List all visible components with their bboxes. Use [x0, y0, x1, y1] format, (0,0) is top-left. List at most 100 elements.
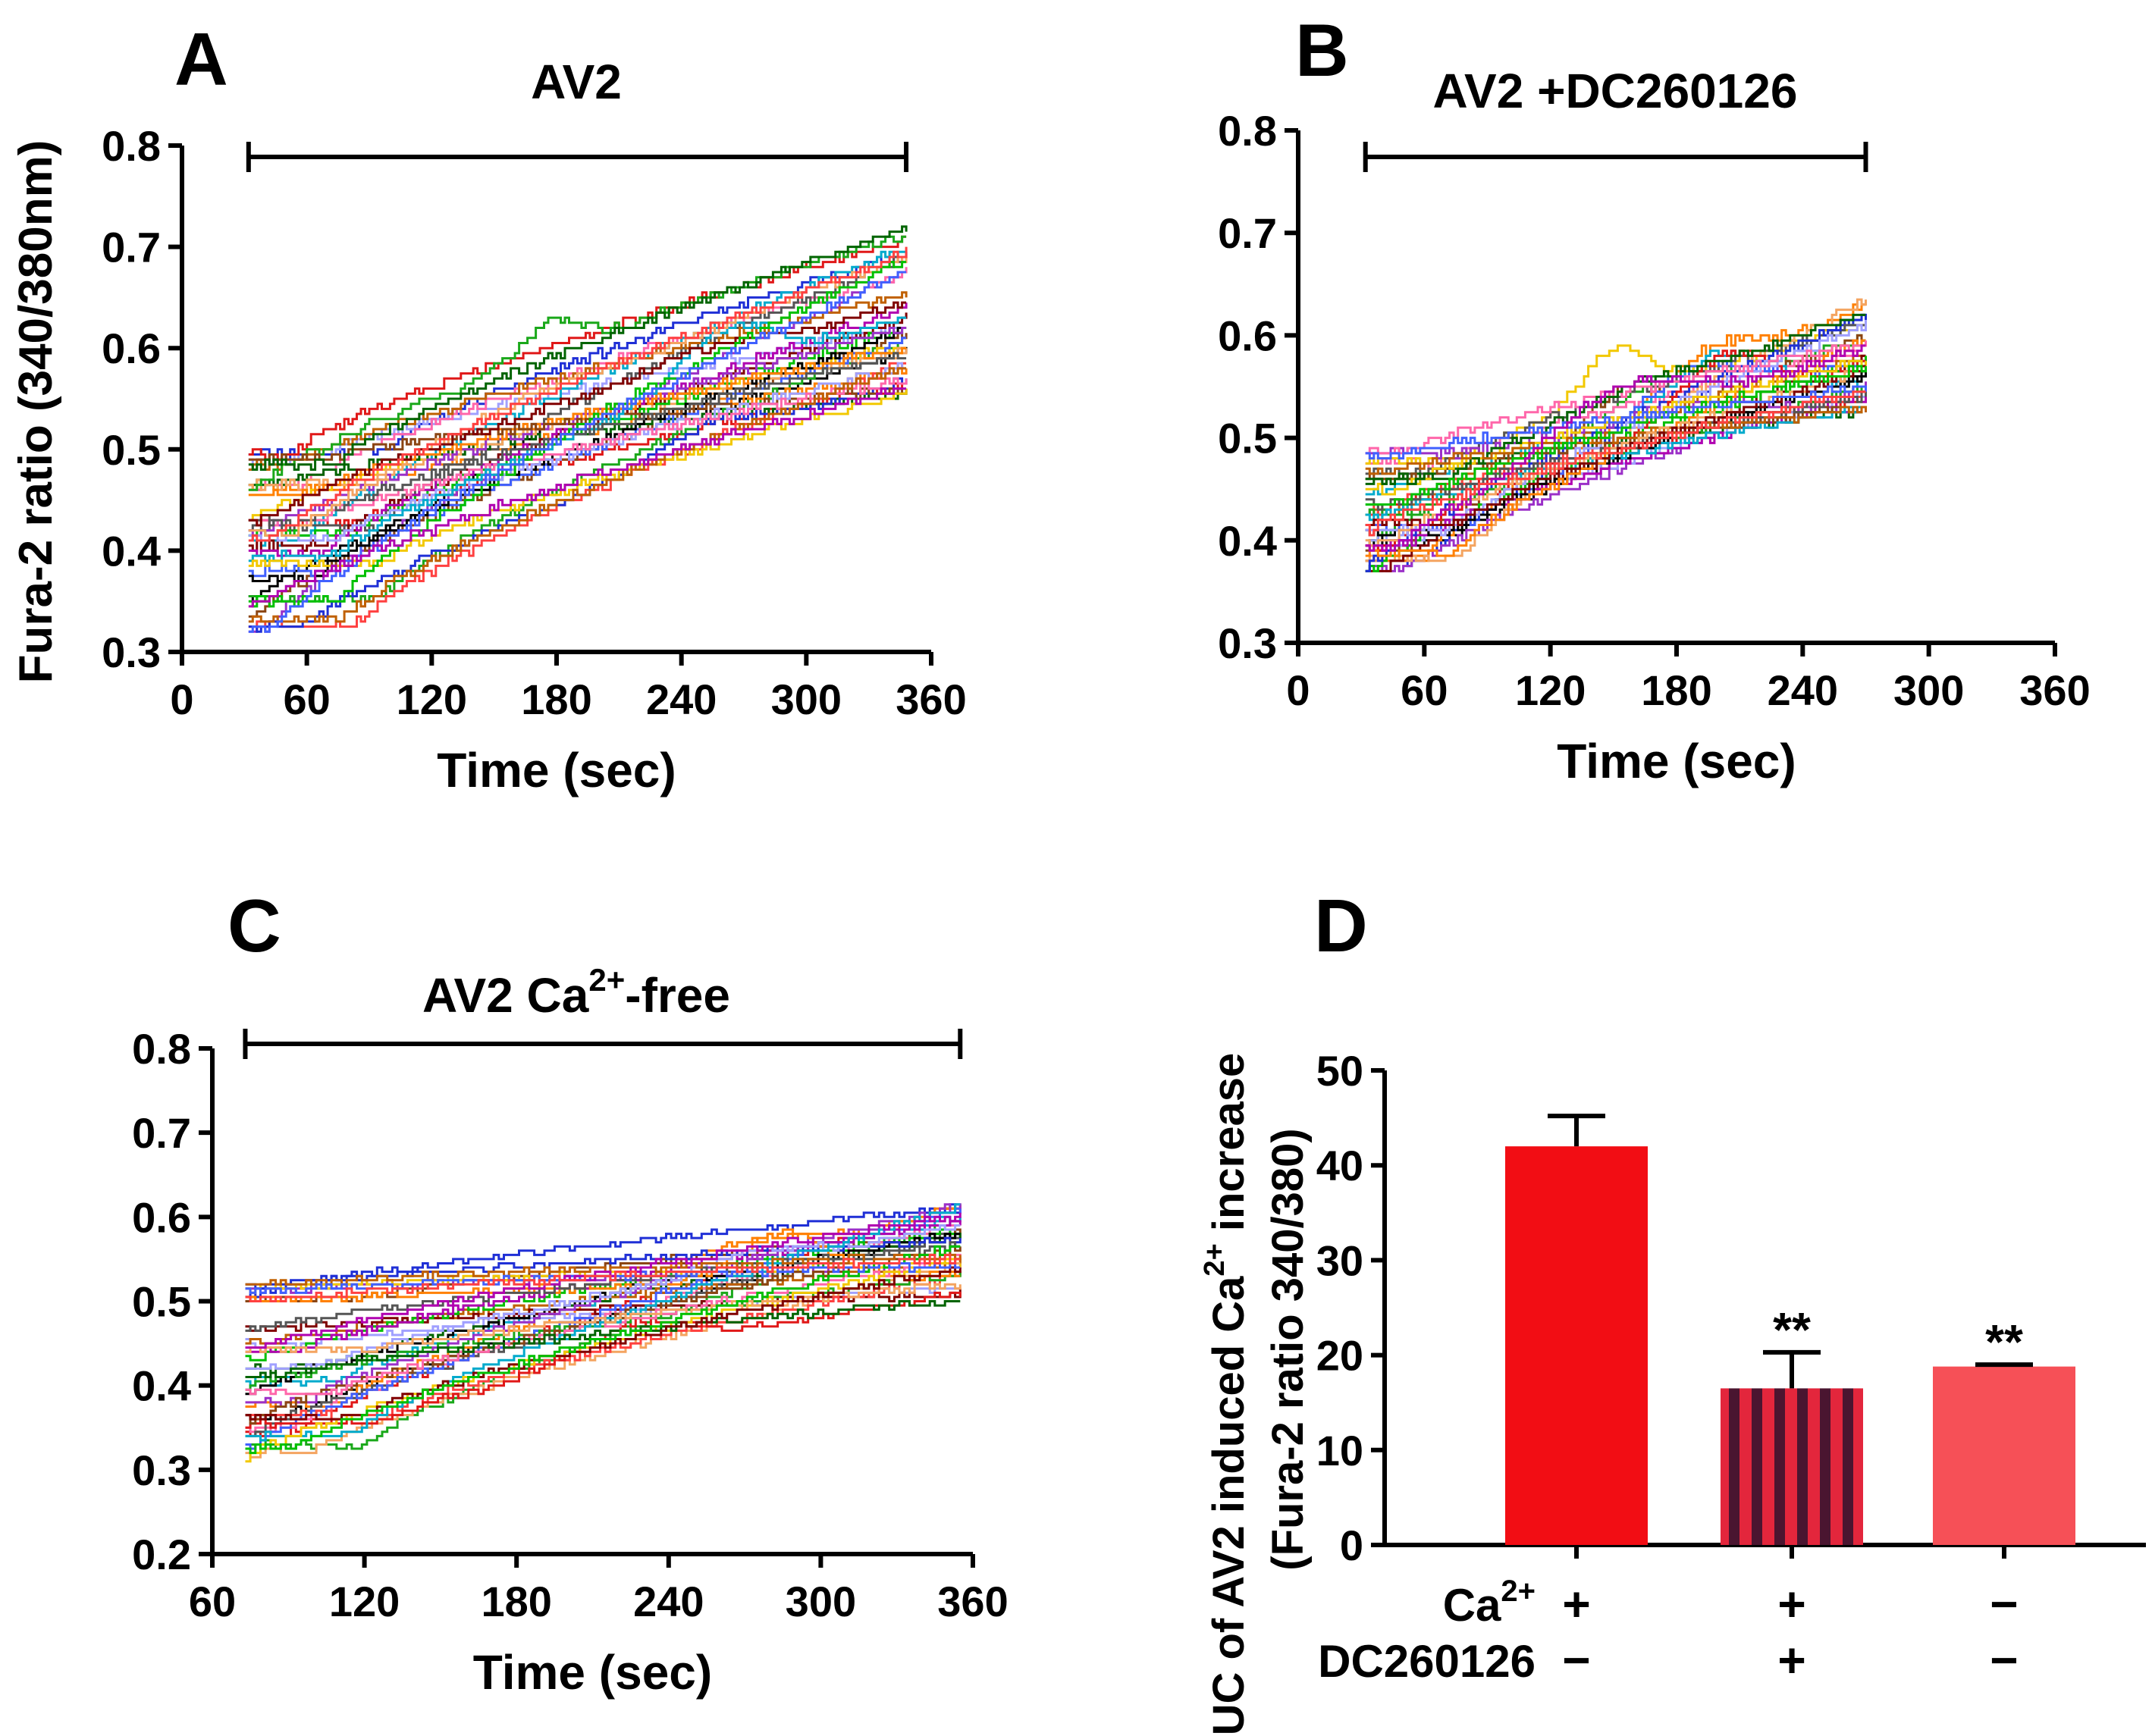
panel-d-ylabel-line2: (Fura-2 ratio 340/380) — [1263, 1128, 1313, 1570]
y-tick-label: 0.7 — [102, 224, 161, 271]
row-label-ca: Ca2+ — [1443, 1575, 1536, 1631]
panel-letter-c: C — [227, 884, 281, 967]
y-tick-label: 0.8 — [102, 122, 161, 170]
y-tick-label: 40 — [1316, 1142, 1363, 1189]
bar — [1505, 1146, 1648, 1545]
trace-line — [245, 1245, 961, 1455]
y-tick-label: 0.3 — [1218, 619, 1277, 667]
trace-line — [245, 1212, 961, 1349]
panel-letter-d: D — [1314, 884, 1368, 967]
trace-line — [248, 301, 907, 527]
y-tick-label: 0.8 — [132, 1025, 191, 1073]
dc-sign: + — [1777, 1633, 1805, 1687]
x-tick-label: 300 — [771, 675, 842, 723]
dc-sign: − — [1990, 1633, 2018, 1687]
ca-sign: + — [1777, 1577, 1805, 1631]
panel-b-line-chart: 0.3 0.4 0.5 0.6 0.7 0.8 0 60 120 180 240 300 360 Time… — [1218, 107, 2091, 788]
trace-line — [1365, 406, 1867, 475]
y-tick-label: 0.4 — [132, 1362, 191, 1410]
panel-d-ylabel-line1: AUC of AV2 induced Ca2+ increase — [1199, 1053, 1253, 1736]
x-tick-label: 60 — [284, 675, 331, 723]
y-tick-label: 0.8 — [1218, 107, 1277, 155]
x-tick-label: 360 — [896, 675, 966, 723]
y-tick-label: 30 — [1316, 1236, 1363, 1284]
y-tick-label: 10 — [1316, 1427, 1363, 1474]
y-tick-label: 0.4 — [102, 527, 161, 575]
y-tick-label: 0.2 — [132, 1531, 191, 1578]
y-tick-label: 0 — [1340, 1521, 1363, 1569]
ca-sign: − — [1990, 1577, 2018, 1631]
bar — [1933, 1366, 2075, 1545]
x-tick-label: 120 — [329, 1578, 400, 1625]
y-tick-label: 0.7 — [132, 1109, 191, 1157]
dc-sign: − — [1562, 1633, 1590, 1687]
panel-a-line-chart: 0.3 0.4 0.5 0.6 0.7 0.8 0 60 120 180 240 300 360 Time… — [102, 122, 967, 797]
trace-line — [1365, 385, 1867, 460]
trace-line — [1365, 354, 1866, 516]
trace-line — [245, 1283, 961, 1353]
significance-label: ** — [1985, 1315, 2023, 1369]
panel-letter-a: A — [174, 17, 228, 101]
x-tick-label: 240 — [646, 675, 717, 723]
row-label-dc: DC260126 — [1318, 1636, 1536, 1687]
trace-line — [248, 246, 908, 542]
trace-line — [245, 1266, 961, 1421]
x-tick-label: 120 — [397, 675, 467, 723]
trace-line — [245, 1253, 961, 1302]
panel-letter-b: B — [1295, 8, 1349, 92]
trace-line — [1365, 365, 1867, 506]
x-tick-label: 180 — [481, 1578, 551, 1625]
trace-line — [248, 367, 907, 623]
trace-line — [1365, 313, 1866, 485]
panel-a-ylabel: Fura-2 ratio (340/380nm) — [10, 140, 62, 684]
x-tick-label: 240 — [1768, 666, 1838, 714]
y-tick-label: 0.6 — [1218, 312, 1277, 359]
panel-c-title: AV2 Ca2+-free — [422, 962, 730, 1023]
trace-line — [248, 362, 907, 542]
trace-line — [245, 1236, 961, 1290]
trace-line — [248, 362, 907, 628]
trace-line — [248, 225, 908, 471]
y-tick-label: 0.4 — [1218, 517, 1277, 565]
y-tick-label: 0.6 — [132, 1193, 191, 1241]
x-tick-label: 60 — [1401, 666, 1448, 714]
panel-c-line-chart: 0.2 0.3 0.4 0.5 0.6 0.7 0.8 60 120 180 240 300 360 Ti… — [132, 1025, 1009, 1700]
y-tick-label: 0.5 — [102, 426, 161, 474]
x-tick-label: 360 — [2019, 666, 2090, 714]
ca-sign: + — [1562, 1577, 1590, 1631]
trace-line — [245, 1300, 961, 1378]
y-tick-label: 0.5 — [1218, 415, 1277, 462]
y-tick-label: 0.3 — [102, 628, 161, 676]
trace-line — [1365, 344, 1866, 552]
trace-line — [248, 387, 907, 608]
x-tick-label: 0 — [1286, 666, 1310, 714]
trace-line — [245, 1228, 961, 1362]
x-tick-label: 0 — [170, 675, 193, 723]
y-tick-label: 0.7 — [1218, 209, 1277, 257]
panel-a-title: AV2 — [531, 55, 622, 109]
x-axis-label: Time (sec) — [1557, 734, 1796, 788]
x-tick-label: 180 — [1641, 666, 1711, 714]
x-tick-label: 60 — [189, 1578, 236, 1625]
y-tick-label: 0.6 — [102, 324, 161, 372]
trace-line — [248, 271, 907, 633]
trace-line — [1365, 390, 1866, 537]
x-axis-label: Time (sec) — [473, 1645, 712, 1700]
x-tick-label: 120 — [1515, 666, 1586, 714]
x-tick-label: 300 — [1893, 666, 1964, 714]
trace-line — [1365, 396, 1867, 460]
x-tick-label: 180 — [521, 675, 591, 723]
y-tick-label: 20 — [1316, 1332, 1363, 1380]
x-axis-label: Time (sec) — [437, 743, 676, 797]
panel-b-title: AV2 +DC260126 — [1433, 64, 1798, 118]
significance-label: ** — [1773, 1302, 1811, 1357]
x-tick-label: 360 — [937, 1578, 1008, 1625]
bar — [1721, 1388, 1863, 1545]
y-tick-label: 0.3 — [132, 1446, 191, 1494]
x-tick-label: 300 — [786, 1578, 856, 1625]
y-tick-label: 0.5 — [132, 1278, 191, 1326]
x-tick-label: 240 — [633, 1578, 704, 1625]
y-tick-label: 50 — [1316, 1047, 1363, 1095]
